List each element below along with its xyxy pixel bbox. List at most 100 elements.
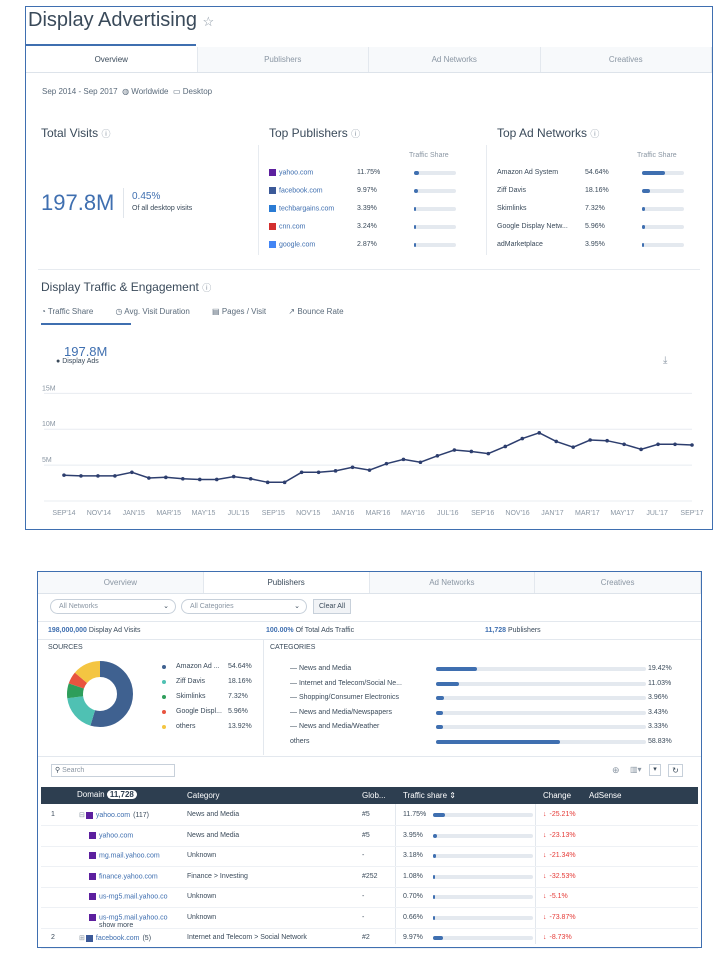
publisher-name[interactable]: google.com — [279, 241, 316, 249]
domain-link[interactable]: facebook.com — [95, 935, 140, 942]
table-row[interactable]: finance.yahoo.com Finance > Investing #252… — [41, 868, 698, 888]
domain-cell[interactable]: yahoo.com — [89, 831, 134, 839]
publisher-row[interactable]: facebook.com — [269, 187, 459, 194]
expand-icon[interactable]: ▾ — [649, 764, 661, 776]
divider — [535, 804, 536, 944]
tab-pages-visit[interactable]: ▤ Pages / Visit — [212, 307, 267, 316]
tab-ad-networks[interactable]: Ad Networks — [369, 47, 541, 72]
domain-link[interactable]: us-mg5.mail.yahoo.co — [99, 913, 168, 921]
domain-cell[interactable]: us-mg5.mail.yahoo.co — [89, 893, 167, 900]
tab-overview[interactable]: Overview — [26, 47, 198, 72]
expand-icon[interactable]: ⊞ — [79, 935, 85, 942]
publisher-name[interactable]: cnn.com — [279, 223, 306, 231]
col-category[interactable]: Category — [187, 791, 220, 800]
tab-publishers[interactable]: Publishers — [198, 47, 369, 72]
domain-cell[interactable]: finance.yahoo.com — [89, 872, 158, 880]
category-name[interactable]: — News and Media/Newspapers — [290, 709, 392, 716]
refresh-icon[interactable]: ↻ — [668, 764, 683, 777]
tab-creatives[interactable]: Creatives — [541, 47, 712, 72]
share-bar-fill — [433, 854, 437, 858]
info-icon[interactable]: ⓘ — [101, 129, 111, 139]
tab-bounce-rate[interactable]: ↗ Bounce Rate — [288, 307, 344, 316]
domain-link[interactable]: finance.yahoo.com — [99, 872, 158, 880]
publisher-row[interactable]: cnn.com — [269, 223, 459, 230]
table-row[interactable]: yahoo.com News and Media #5 3.95% ↓ -23.13% — [41, 827, 698, 847]
tab-ad-networks[interactable]: Ad Networks — [370, 572, 536, 593]
tab-avg-visit-duration[interactable]: ◷ Avg. Visit Duration — [115, 307, 190, 316]
clear-all-button[interactable]: Clear All — [313, 599, 352, 614]
download-icon[interactable]: ⤓ — [663, 355, 668, 366]
domain-link[interactable]: us-mg5.mail.yahoo.co — [99, 893, 168, 901]
device-filter[interactable]: Desktop — [182, 87, 213, 96]
ad-network-name[interactable]: Ziff Davis — [497, 187, 527, 194]
columns-icon[interactable]: ▥▾ — [630, 765, 642, 774]
x-tick-label: NOV'16 — [505, 510, 529, 517]
ad-network-name[interactable]: Amazon Ad System — [497, 169, 559, 176]
info-icon[interactable]: ⓘ — [590, 129, 600, 139]
domain-link[interactable]: yahoo.com — [95, 812, 131, 819]
x-tick-label: MAR'15 — [156, 510, 181, 517]
data-point — [113, 474, 117, 478]
table-row[interactable]: mg.mail.yahoo.com Unknown - 3.18% ↓ -21.34% — [41, 847, 698, 867]
data-point — [231, 474, 236, 479]
category-name[interactable]: others — [290, 738, 309, 745]
share-bar-fill — [642, 207, 646, 211]
col-change[interactable]: Change — [543, 791, 572, 800]
domain-cell[interactable]: us-mg5.mail.yahoo.co — [89, 913, 168, 921]
data-point — [367, 468, 372, 472]
chart-big-value: 197.8M — [64, 344, 108, 359]
col-global-rank[interactable]: Glob... — [362, 791, 386, 800]
publisher-row[interactable]: techbargains.com — [269, 205, 459, 212]
tab-traffic-share[interactable]: ◔ Traffic Share — [41, 307, 94, 316]
category-select[interactable]: All Categories ⌄ — [181, 599, 307, 614]
publisher-name[interactable]: techbargains.com — [279, 205, 335, 213]
table-row[interactable]: 2 ⊞ facebook.com (5) Internet and Telecom > … — [41, 929, 698, 949]
col-traffic-share[interactable]: Traffic share ⇕ — [403, 791, 456, 800]
region-filter[interactable]: Worldwide — [131, 87, 169, 96]
share-bar-fill — [642, 171, 665, 175]
collapse-icon[interactable]: ⊟ — [79, 812, 85, 819]
ad-network-name[interactable]: Google Display Netw... — [497, 223, 568, 230]
search-input[interactable]: ⚲ Search — [51, 764, 175, 777]
category-label: News and Media/Weather — [298, 723, 380, 730]
traffic-share-cell: 3.95% — [403, 831, 423, 839]
date-range[interactable]: Sep 2014 - Sep 2017 — [42, 87, 118, 96]
tab-overview[interactable]: Overview — [38, 572, 204, 593]
publisher-name[interactable]: facebook.com — [279, 187, 323, 195]
tab-creatives[interactable]: Creatives — [535, 572, 701, 593]
donut-slice[interactable] — [67, 661, 133, 727]
domain-cell[interactable]: ⊟ yahoo.com (117) — [79, 811, 149, 819]
category-name[interactable]: — Shopping/Consumer Electronics — [290, 694, 399, 701]
publisher-row[interactable]: yahoo.com — [269, 169, 459, 176]
category-name[interactable]: — News and Media — [290, 665, 351, 672]
x-tick-label: MAY'17 — [610, 510, 634, 517]
table-row[interactable]: us-mg5.mail.yahoo.co Unknown - 0.66% ↓ -73.87… — [41, 909, 698, 929]
pages-icon: ▤ — [212, 307, 220, 316]
table-row[interactable]: us-mg5.mail.yahoo.co Unknown - 0.70% ↓ -5.1% — [41, 888, 698, 908]
col-domain[interactable]: Domain 11,728 — [77, 790, 137, 799]
domain-cell[interactable]: mg.mail.yahoo.com — [89, 852, 160, 859]
domain-cell[interactable]: ⊞ facebook.com (5) — [79, 934, 151, 942]
settings-icon[interactable]: ⊕ — [612, 765, 620, 775]
publisher-name[interactable]: yahoo.com — [279, 169, 314, 177]
domain-link[interactable]: mg.mail.yahoo.com — [99, 852, 160, 860]
col-adsense[interactable]: AdSense — [589, 791, 622, 800]
info-icon[interactable]: ⓘ — [351, 129, 361, 139]
ad-network-name[interactable]: Skimlinks — [497, 205, 527, 212]
domain-link[interactable]: yahoo.com — [99, 831, 134, 839]
data-point — [537, 431, 542, 435]
star-icon[interactable]: ☆ — [202, 14, 215, 29]
donut-slice[interactable] — [67, 661, 133, 727]
info-icon[interactable]: ⓘ — [202, 283, 212, 293]
ad-network-name[interactable]: adMarketplace — [497, 241, 543, 248]
row-number: 2 — [51, 934, 55, 941]
category-bar-fill — [436, 710, 444, 715]
table-row[interactable]: 1 ⊟ yahoo.com (117) News and Media #5 11.75% ↓ -… — [41, 806, 698, 826]
category-name[interactable]: — News and Media/Weather — [290, 723, 379, 730]
tab-publishers[interactable]: Publishers — [203, 572, 370, 593]
publisher-row[interactable]: google.com — [269, 241, 459, 248]
network-select[interactable]: All Networks ⌄ — [50, 599, 176, 614]
share-bar-fill — [433, 874, 435, 879]
category-name[interactable]: — Internet and Telecom/Social Ne... — [290, 680, 402, 687]
show-more-link[interactable]: show more — [99, 921, 134, 929]
